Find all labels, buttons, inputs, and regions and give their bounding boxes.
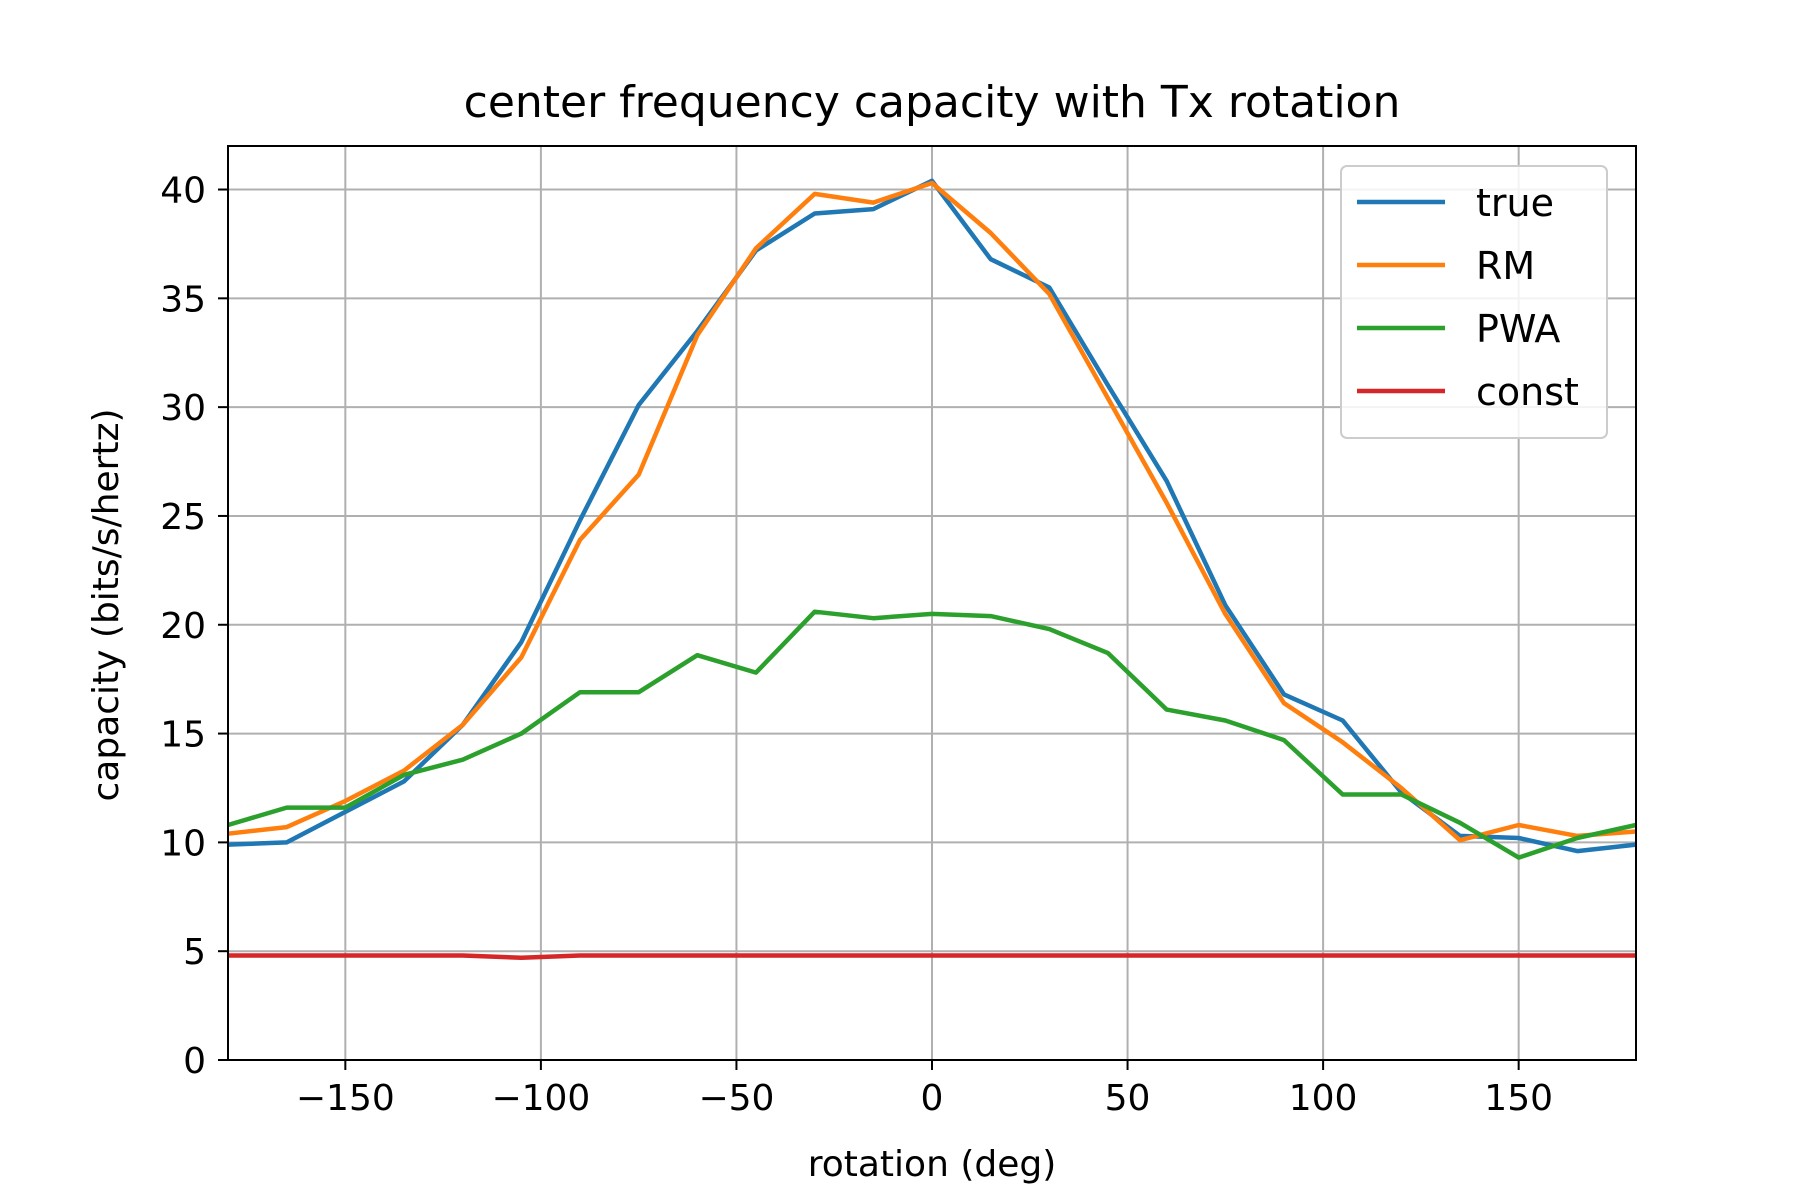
y-axis-ticks: 0 5 10 15 20 25 30 35 40: [160, 171, 228, 1082]
y-tick-label: 25: [160, 497, 206, 538]
y-tick-label: 15: [160, 715, 206, 756]
legend-label-pwa: PWA: [1476, 307, 1560, 351]
x-tick-label: 100: [1289, 1078, 1358, 1119]
y-axis-label: capacity (bits/s/hertz): [86, 408, 127, 801]
y-tick-label: 5: [183, 932, 206, 973]
y-tick-label: 40: [160, 171, 206, 212]
x-tick-label: 50: [1105, 1078, 1151, 1119]
x-tick-label: 0: [921, 1078, 944, 1119]
chart-title: center frequency capacity with Tx rotati…: [464, 77, 1401, 128]
x-tick-label: −150: [296, 1078, 395, 1119]
x-tick-label: −50: [698, 1078, 774, 1119]
legend-label-rm: RM: [1476, 244, 1535, 288]
legend-label-const: const: [1476, 370, 1579, 414]
x-tick-label: 150: [1484, 1078, 1553, 1119]
legend: true RM PWA const: [1340, 165, 1608, 439]
series-lines: [227, 178, 1637, 960]
series-line-const: [228, 953, 1636, 960]
y-tick-label: 10: [160, 823, 206, 864]
y-tick-label: 0: [183, 1041, 206, 1082]
x-axis-ticks: −150 −100 −50 0 50 100 150: [296, 1060, 1553, 1119]
x-tick-label: −100: [491, 1078, 590, 1119]
legend-box: [1340, 165, 1608, 439]
series-line-rm: [227, 180, 1637, 843]
y-tick-label: 35: [160, 279, 206, 320]
legend-label-true: true: [1476, 181, 1554, 225]
x-axis-label: rotation (deg): [808, 1144, 1057, 1185]
y-tick-label: 30: [160, 388, 206, 429]
series-line-pwa: [227, 609, 1637, 860]
y-tick-label: 20: [160, 606, 206, 647]
